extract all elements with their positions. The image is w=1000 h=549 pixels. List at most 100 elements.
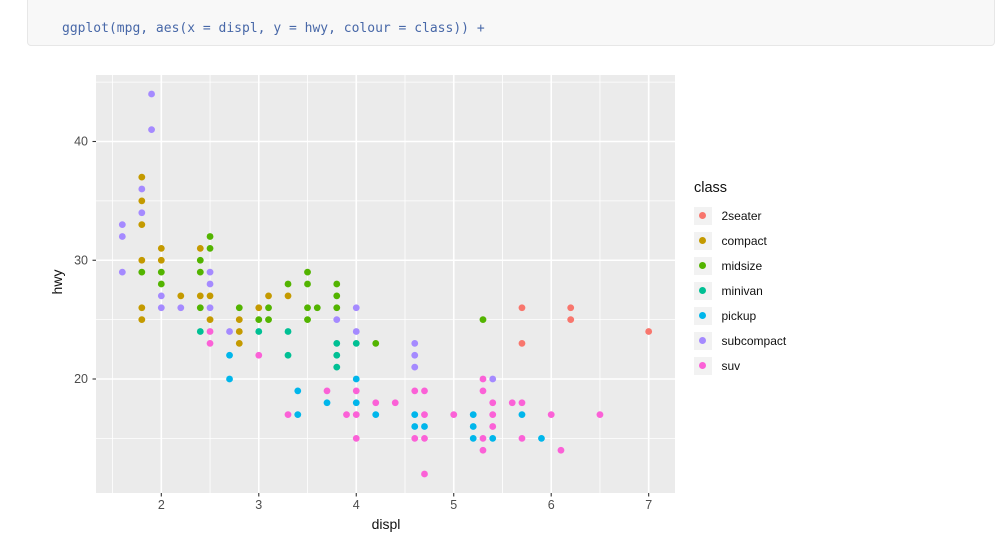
legend-dot-icon: [699, 337, 707, 345]
legend-key: [694, 332, 712, 350]
data-point-minivan: [333, 339, 341, 347]
data-point-compact: [138, 221, 146, 229]
data-point-suv: [489, 411, 497, 419]
legend-item-minivan: minivan: [694, 282, 854, 300]
plot-panel: [96, 75, 675, 493]
data-point-midsize: [304, 268, 311, 276]
data-point-subcompact: [206, 280, 214, 288]
data-point-midsize: [333, 280, 341, 288]
data-point-midsize: [196, 304, 204, 312]
data-point-subcompact: [333, 316, 341, 324]
legend-key: [694, 257, 712, 275]
data-point-compact: [138, 197, 146, 205]
data-point-midsize: [333, 292, 341, 300]
data-point-suv: [421, 387, 428, 395]
legend-key: [694, 357, 712, 375]
data-point-pickup: [489, 434, 497, 442]
x-tick-label: 7: [645, 498, 652, 512]
data-point-suv: [489, 399, 497, 407]
x-tick-label: 6: [548, 498, 555, 512]
legend-key: [694, 307, 712, 325]
data-point-compact: [206, 292, 214, 300]
data-point-compact: [138, 173, 146, 181]
data-point-minivan: [196, 328, 204, 335]
data-point-pickup: [226, 351, 233, 359]
data-point-pickup: [469, 434, 477, 442]
code-chunk[interactable]: ggplot(mpg, aes(x = displ, y = hwy, colo…: [27, 0, 995, 46]
legend: class 2seater compact midsize minivan pickup…: [694, 180, 854, 382]
data-point-suv: [352, 387, 360, 395]
legend-label: suv: [721, 358, 741, 373]
data-point-subcompact: [352, 304, 360, 312]
data-point-suv: [284, 411, 292, 419]
data-point-suv: [479, 387, 487, 395]
data-point-pickup: [538, 434, 545, 442]
data-point-compact: [138, 256, 146, 264]
legend-item-pickup: pickup: [694, 307, 854, 325]
data-point-minivan: [352, 339, 360, 347]
data-point-suv: [557, 446, 565, 454]
legend-item-subcompact: subcompact: [694, 332, 854, 350]
data-point-subcompact: [411, 363, 419, 371]
data-point-subcompact: [118, 221, 126, 229]
data-point-subcompact: [411, 339, 419, 347]
y-tick-label: 20: [74, 372, 88, 386]
x-axis-title: displ: [371, 516, 401, 532]
data-point-midsize: [372, 339, 380, 347]
legend-label: minivan: [721, 283, 763, 298]
data-point-suv: [255, 351, 263, 359]
data-point-pickup: [421, 423, 428, 430]
data-point-compact: [157, 256, 165, 264]
data-point-midsize: [313, 304, 321, 312]
legend-label: pickup: [721, 308, 757, 323]
legend-key: [694, 207, 712, 225]
data-point-midsize: [304, 316, 311, 324]
data-point-midsize: [206, 233, 214, 240]
data-point-subcompact: [157, 304, 165, 312]
y-tick-label: 30: [74, 253, 88, 267]
data-point-midsize: [284, 280, 292, 288]
data-point-subcompact: [148, 90, 155, 98]
data-point-subcompact: [411, 351, 419, 359]
data-point-subcompact: [118, 233, 126, 240]
data-point-suv: [421, 411, 428, 419]
legend-key: [694, 282, 712, 300]
data-point-suv: [391, 399, 399, 407]
data-point-subcompact: [177, 304, 185, 312]
data-point-compact: [265, 292, 272, 300]
data-point-2seater: [567, 304, 575, 312]
data-point-subcompact: [118, 268, 126, 276]
data-point-suv: [411, 387, 419, 395]
legend-item-midsize: midsize: [694, 257, 854, 275]
data-point-suv: [323, 387, 331, 395]
x-tick-label: 3: [255, 498, 262, 512]
data-point-suv: [411, 434, 419, 442]
data-point-midsize: [157, 268, 165, 276]
legend-label: midsize: [721, 258, 763, 273]
data-point-midsize: [265, 304, 272, 312]
data-point-subcompact: [489, 375, 497, 383]
data-point-subcompact: [138, 185, 146, 193]
data-point-midsize: [196, 256, 204, 264]
legend-item-compact: compact: [694, 232, 854, 250]
data-point-compact: [235, 339, 243, 347]
data-point-compact: [206, 316, 214, 324]
data-point-pickup: [411, 423, 419, 430]
data-point-suv: [518, 399, 526, 407]
x-tick-label: 4: [353, 498, 360, 512]
data-point-midsize: [333, 304, 341, 312]
data-point-suv: [596, 411, 604, 419]
data-point-pickup: [226, 375, 233, 383]
data-point-pickup: [518, 411, 526, 419]
data-point-suv: [421, 434, 428, 442]
data-point-midsize: [304, 304, 311, 312]
legend-dot-icon: [699, 237, 707, 245]
plot-figure: 2 3 4 5 6 7 20 30 40 displ hwy class 2seater comp…: [0, 60, 1000, 549]
data-point-pickup: [294, 411, 302, 419]
data-point-compact: [196, 244, 204, 252]
legend-label: 2seater: [721, 208, 762, 223]
legend-title: class: [694, 180, 728, 196]
data-point-compact: [157, 244, 165, 252]
data-point-minivan: [333, 351, 341, 359]
data-point-compact: [255, 304, 263, 312]
